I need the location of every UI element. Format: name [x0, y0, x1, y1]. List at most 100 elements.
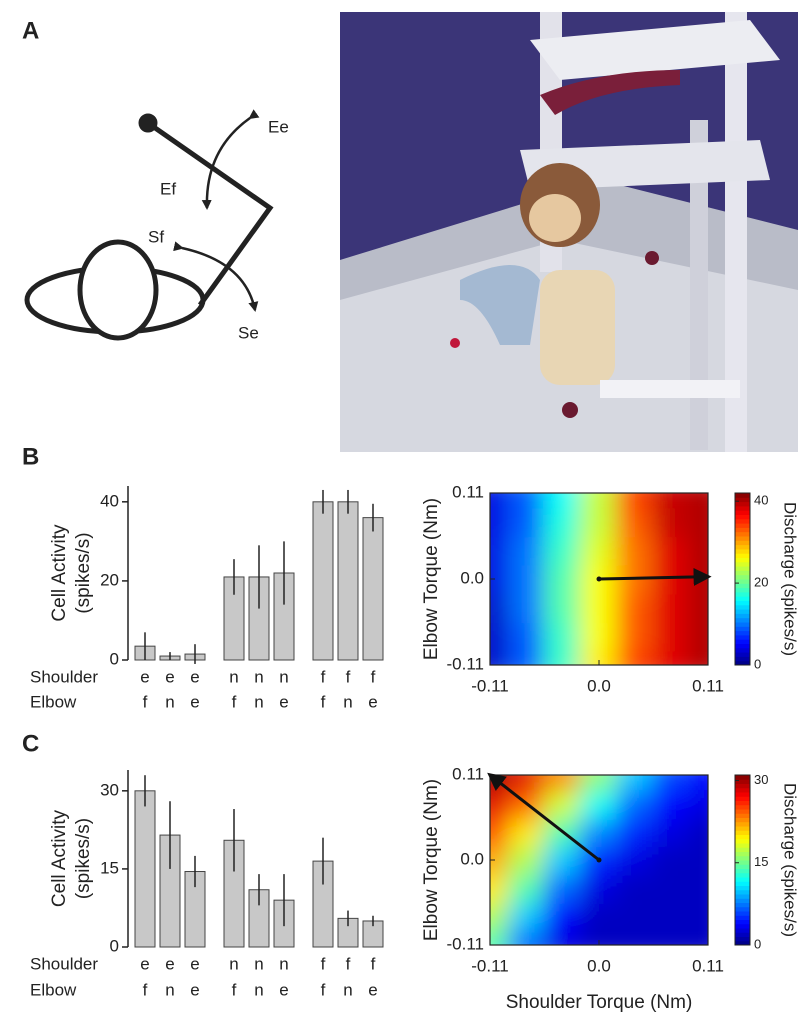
- heatmap-cell: [616, 845, 654, 875]
- colorbar-step: [735, 903, 750, 908]
- heatmap-cell: [580, 535, 618, 566]
- colorbar-step: [735, 915, 750, 920]
- x-tick-label: e: [279, 980, 288, 999]
- x-tick-label: e: [140, 667, 149, 686]
- colorbar-step: [735, 877, 750, 882]
- colorbar-step: [735, 575, 750, 580]
- y-tick-label: 0.0: [460, 568, 484, 587]
- x-tick-label: f: [321, 692, 326, 711]
- colorbar-step: [735, 822, 750, 827]
- colorbar-step: [735, 894, 750, 899]
- joint-label: Ef: [160, 179, 176, 198]
- colorbar-step: [735, 622, 750, 627]
- colorbar-step: [735, 873, 750, 878]
- x-tick-label: e: [140, 954, 149, 973]
- bar: [313, 502, 333, 660]
- y-tick-label: 20: [100, 570, 119, 589]
- x-tick-label: e: [190, 667, 199, 686]
- colorbar-step: [735, 644, 750, 649]
- colorbar-step: [735, 515, 750, 520]
- x-tick-label: f: [321, 667, 326, 686]
- colorbar-tick-label: 15: [754, 854, 768, 869]
- x-tick-label: 0.0: [587, 956, 611, 975]
- colorbar-tick-label: 20: [754, 575, 768, 590]
- y-axis-label: Elbow Torque (Nm): [421, 498, 442, 660]
- colorbar-step: [735, 924, 750, 929]
- heatmap-cell: [507, 507, 545, 538]
- colorbar-step: [735, 506, 750, 511]
- heatmap-cell: [507, 873, 545, 903]
- x-tick-label: f: [346, 667, 351, 686]
- colorbar-step: [735, 639, 750, 644]
- colorbar-step: [735, 609, 750, 614]
- x-tick-label: n: [343, 692, 352, 711]
- x-tick-label: n: [254, 692, 263, 711]
- heatmap-cell: [580, 507, 618, 538]
- colorbar-step: [735, 830, 750, 835]
- x-tick-label: n: [229, 954, 238, 973]
- heatmap-cell: [580, 593, 618, 624]
- colorbar-step: [735, 937, 750, 942]
- y-tick-label: 0: [110, 936, 119, 955]
- x-tick-label: n: [254, 667, 263, 686]
- x-tick-label: e: [368, 692, 377, 711]
- heatmap-cell: [543, 901, 581, 931]
- colorbar-tick-label: 40: [754, 493, 768, 508]
- colorbar-step: [735, 588, 750, 593]
- bar: [363, 518, 383, 660]
- heatmap-cell: [507, 564, 545, 595]
- heatmap-cell: [543, 621, 581, 652]
- colorbar-step: [735, 775, 750, 780]
- colorbar-step: [735, 523, 750, 528]
- colorbar-step: [735, 510, 750, 515]
- heatmap-cell: [616, 901, 654, 931]
- x-tick-label: f: [371, 954, 376, 973]
- colorbar-step: [735, 818, 750, 823]
- colorbar-step: [735, 911, 750, 916]
- joint-label: Se: [238, 323, 259, 342]
- x-tick-label: e: [279, 692, 288, 711]
- colorbar-step: [735, 613, 750, 618]
- heatmap-cell: [507, 816, 545, 846]
- colorbar-step: [735, 502, 750, 507]
- colorbar-step: [735, 864, 750, 869]
- colorbar-step: [735, 920, 750, 925]
- colorbar-step: [735, 558, 750, 563]
- colorbar-step: [735, 549, 750, 554]
- heatmap-cell: [652, 816, 690, 846]
- heatmap-cell: [616, 507, 654, 538]
- colorbar-step: [735, 583, 750, 588]
- colorbar-step: [735, 631, 750, 636]
- colorbar-step: [735, 553, 750, 558]
- colorbar-step: [735, 928, 750, 933]
- colorbar-step: [735, 788, 750, 793]
- heatmap-cell: [543, 507, 581, 538]
- colorbar-step: [735, 540, 750, 545]
- heatmap-cell: [543, 873, 581, 903]
- heatmap-cell: [652, 535, 690, 566]
- colorbar-step: [735, 898, 750, 903]
- heatmap-cell: [543, 535, 581, 566]
- colorbar-step: [735, 890, 750, 895]
- x-tick-label: n: [279, 954, 288, 973]
- panel-label: C: [22, 730, 39, 757]
- heatmap-cell: [507, 621, 545, 652]
- heatmap-cell: [580, 621, 618, 652]
- panel-label: A: [22, 17, 39, 44]
- colorbar-step: [735, 596, 750, 601]
- heatmap-cell: [616, 873, 654, 903]
- colorbar-step: [735, 527, 750, 532]
- colorbar-step: [735, 796, 750, 801]
- colorbar-step: [735, 566, 750, 571]
- heatmap-cell: [543, 788, 581, 818]
- heatmap-cell: [507, 901, 545, 931]
- heatmap-cell: [580, 901, 618, 931]
- y-axis-label: Cell Activity: [49, 809, 70, 907]
- apparatus-render: [340, 12, 798, 452]
- heatmap-cell: [616, 593, 654, 624]
- colorbar-step: [735, 519, 750, 524]
- colorbar-step: [735, 932, 750, 937]
- colorbar-step: [735, 907, 750, 912]
- heatmap-cell: [543, 845, 581, 875]
- y-tick-label: 0.11: [452, 482, 484, 501]
